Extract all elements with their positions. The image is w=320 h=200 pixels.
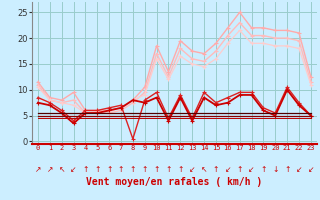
Text: ↑: ↑	[118, 165, 124, 174]
Text: ↑: ↑	[177, 165, 184, 174]
Text: ↑: ↑	[213, 165, 219, 174]
Text: ↑: ↑	[82, 165, 89, 174]
Text: ↑: ↑	[94, 165, 100, 174]
Text: ↗: ↗	[47, 165, 53, 174]
Text: Vent moyen/en rafales ( km/h ): Vent moyen/en rafales ( km/h )	[86, 177, 262, 187]
Text: ↙: ↙	[296, 165, 302, 174]
Text: ↖: ↖	[201, 165, 207, 174]
Text: ↑: ↑	[284, 165, 290, 174]
Text: ↙: ↙	[225, 165, 231, 174]
Text: ↑: ↑	[141, 165, 148, 174]
Text: ↑: ↑	[106, 165, 112, 174]
Text: ↙: ↙	[308, 165, 314, 174]
Text: ↗: ↗	[35, 165, 41, 174]
Text: ↓: ↓	[272, 165, 278, 174]
Text: ↑: ↑	[260, 165, 267, 174]
Text: ↑: ↑	[165, 165, 172, 174]
Text: ↙: ↙	[70, 165, 77, 174]
Text: ↙: ↙	[248, 165, 255, 174]
Text: ↑: ↑	[236, 165, 243, 174]
Text: ↖: ↖	[59, 165, 65, 174]
Text: ↑: ↑	[153, 165, 160, 174]
Text: ↙: ↙	[189, 165, 196, 174]
Text: ↑: ↑	[130, 165, 136, 174]
